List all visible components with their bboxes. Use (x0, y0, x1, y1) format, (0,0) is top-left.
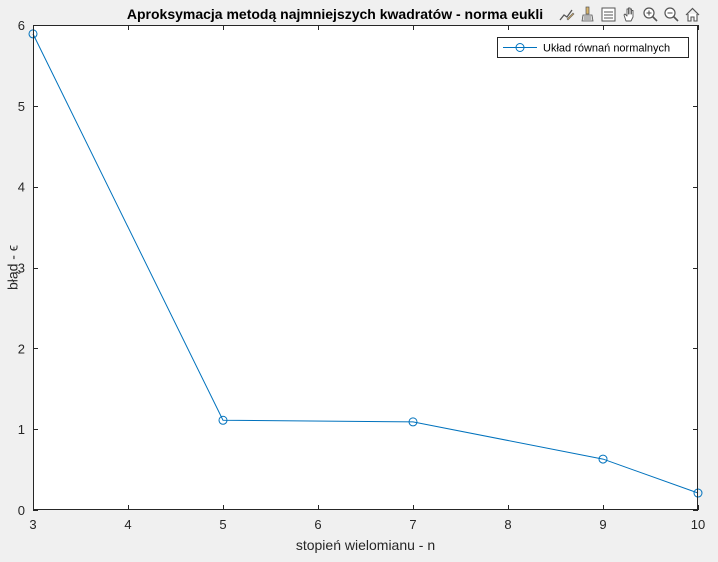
home-icon (685, 7, 699, 22)
plot-area (33, 25, 698, 510)
legend-icon (601, 7, 615, 21)
data-point-marker (598, 454, 608, 464)
legend-button[interactable] (598, 4, 618, 24)
x-tick-label: 6 (314, 517, 321, 532)
edit-plot-button[interactable] (556, 4, 576, 24)
legend-marker (515, 43, 525, 52)
axes-toolbar (556, 3, 702, 25)
pan-button[interactable] (619, 4, 639, 24)
y-tick-label: 5 (18, 99, 25, 114)
y-tick-label: 3 (18, 261, 25, 276)
axes-box (33, 25, 698, 510)
data-point-marker (408, 417, 418, 427)
zoom-in-button[interactable] (640, 4, 660, 24)
zoom-out-icon (663, 6, 679, 22)
series-line (32, 33, 699, 494)
legend: Układ równań normalnych (497, 37, 689, 58)
legend-box (497, 37, 689, 58)
zoom-out-button[interactable] (661, 4, 681, 24)
x-axis-label: stopień wielomianu - n (296, 537, 435, 553)
y-tick-label: 4 (18, 180, 25, 195)
y-tick-label: 0 (18, 503, 25, 518)
x-tick-label: 5 (219, 517, 226, 532)
brush-button[interactable] (577, 4, 597, 24)
data-point-marker (218, 415, 228, 425)
x-tick-label: 10 (691, 517, 705, 532)
x-tick-label: 9 (599, 517, 606, 532)
brush-icon (581, 6, 593, 21)
y-tick-label: 6 (18, 18, 25, 33)
home-button[interactable] (682, 4, 702, 24)
x-tick-label: 4 (124, 517, 131, 532)
chart-title: Aproksymacja metodą najmniejszych kwadra… (127, 6, 543, 22)
pan-icon (623, 7, 633, 21)
series-group (28, 29, 703, 498)
zoom-in-icon (642, 6, 658, 22)
x-tick-label: 3 (29, 517, 36, 532)
y-tick-label: 2 (18, 341, 25, 356)
x-tick-label: 7 (409, 517, 416, 532)
y-axis-label: błąd - ϵ (5, 245, 21, 290)
y-tick-label: 1 (18, 422, 25, 437)
legend-label: Układ równań normalnych (543, 43, 670, 55)
x-tick-label: 8 (504, 517, 511, 532)
edit-plot-icon (558, 9, 574, 20)
